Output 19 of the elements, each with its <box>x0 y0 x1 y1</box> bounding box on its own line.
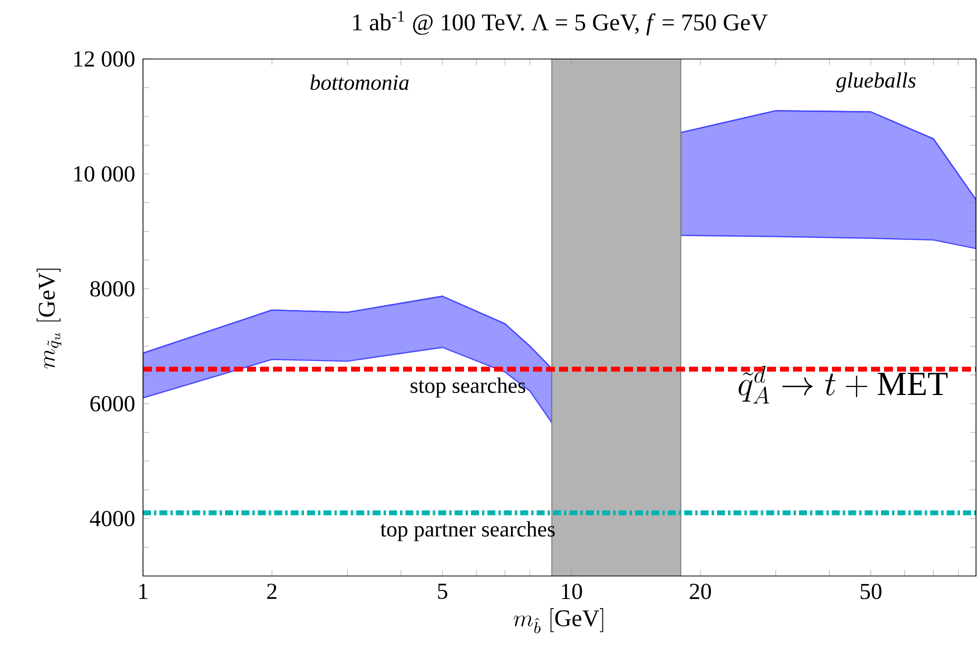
annotation: bottomonia <box>310 74 409 90</box>
x-tick-label: 50 <box>860 584 882 600</box>
y-axis-title: $m_{\tilde{q}_u}\ [\mathrm{GeV}]$ <box>36 268 62 368</box>
x-tick-label: 10 <box>562 584 582 600</box>
annotation: $\tilde{q}_A^d \to t + \mathrm{MET}$ <box>738 366 948 404</box>
chart-title: 1 ab$^{-1}$ @ 100 TeV. Λ = 5 GeV, f = 750 GeV <box>353 11 768 36</box>
y-tick-label: 10 000 <box>74 166 134 182</box>
x-tick-label: 2 <box>267 584 276 599</box>
x-axis-title: $m_{\hat{b}}\ [\mathrm{GeV}]$ <box>514 608 604 634</box>
annotation: glueballs <box>836 72 916 92</box>
x-tick-label: 1 <box>139 584 148 599</box>
y-tick-label: 12 000 <box>74 51 134 67</box>
x-tick-label: 5 <box>438 584 448 599</box>
y-tick-label: 6000 <box>90 396 134 412</box>
y-tick-label: 8000 <box>90 281 134 297</box>
y-tick-label: 4000 <box>90 510 134 526</box>
ref-line-label: stop searches <box>410 378 526 398</box>
x-tick-label: 20 <box>690 584 711 600</box>
ref-line-label: top partner searches <box>380 521 555 542</box>
